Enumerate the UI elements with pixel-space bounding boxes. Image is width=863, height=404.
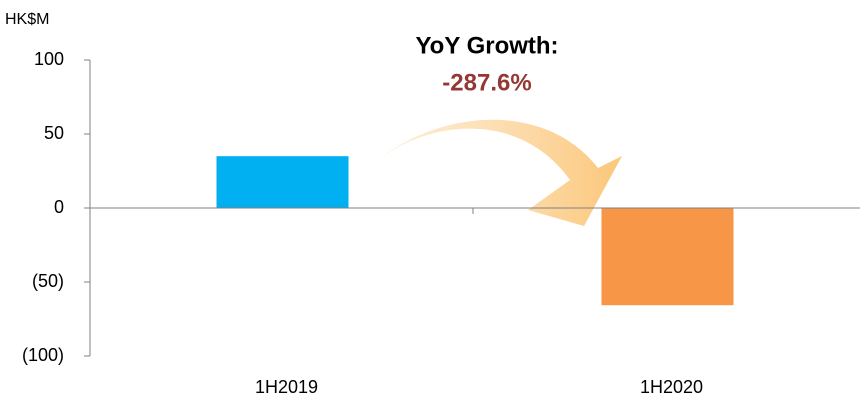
annotation-title: YoY Growth: <box>415 32 558 59</box>
annotation-value: -287.6% <box>442 69 531 96</box>
bar <box>216 156 349 208</box>
unit-label: HK$M <box>5 11 49 28</box>
y-tick-label: 0 <box>54 197 64 217</box>
growth-arrow <box>378 119 622 226</box>
bar <box>601 208 734 306</box>
y-tick-label: 100 <box>34 49 64 69</box>
y-tick-label: (100) <box>22 345 64 365</box>
y-tick-label: 50 <box>44 123 64 143</box>
y-tick-label: (50) <box>32 271 64 291</box>
x-tick-label: 1H2020 <box>640 377 703 397</box>
x-tick-label: 1H2019 <box>255 377 318 397</box>
